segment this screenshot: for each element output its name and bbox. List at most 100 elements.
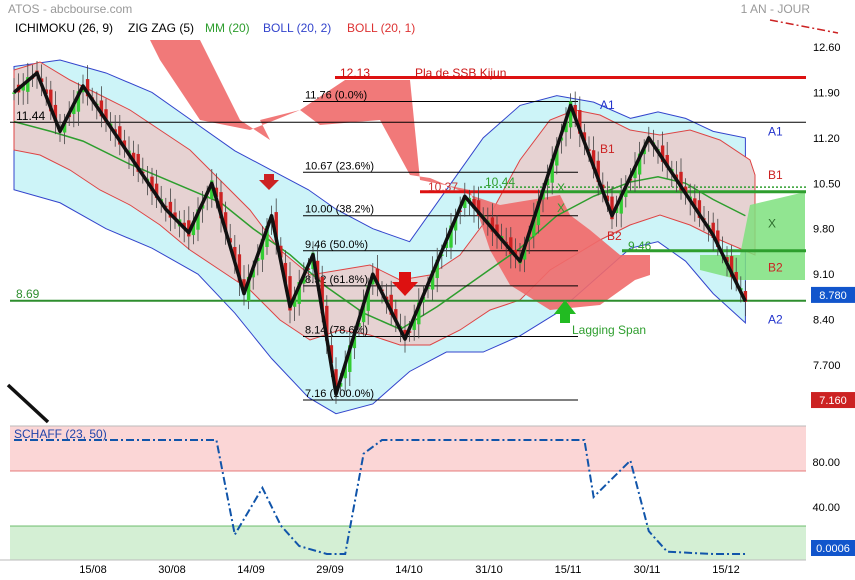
candle-body <box>729 256 734 277</box>
legend-bollinger-1: BOLL (20, 1) <box>347 21 415 35</box>
candle-body <box>366 285 370 311</box>
candle-body <box>435 259 439 279</box>
candle-body <box>251 269 255 278</box>
schaff-tick-80: 80.00 <box>812 457 840 469</box>
candle-body <box>412 316 416 330</box>
marker-x-1: X <box>557 181 565 195</box>
y-tick-label: 9.10 <box>813 269 834 281</box>
candle-body <box>242 279 246 293</box>
candle-body <box>453 217 458 231</box>
candle-body <box>637 153 642 175</box>
price-badge <box>811 286 855 303</box>
candle-body <box>352 334 357 349</box>
candle-body <box>210 180 214 199</box>
candle-body <box>513 249 518 256</box>
candle-body <box>283 262 288 283</box>
candle-body <box>596 160 600 182</box>
candle-body <box>614 207 619 214</box>
candle-body <box>26 77 30 92</box>
y-tick-label: 11.90 <box>813 87 840 99</box>
candle-body <box>679 171 683 191</box>
candle-body <box>315 260 320 280</box>
candle-body <box>697 200 702 218</box>
y-tick-label: 8.40 <box>813 315 834 327</box>
candle-body <box>223 212 228 232</box>
candle-body <box>122 140 127 148</box>
price-badges: 8.780 7.160 <box>811 286 855 409</box>
legend-zigzag: ZIG ZAG (5) <box>128 21 194 35</box>
trend-line <box>6 383 50 424</box>
candle-body <box>463 195 467 208</box>
candle-body <box>237 254 242 282</box>
candle-body <box>430 270 435 290</box>
candle-body <box>334 369 338 393</box>
candle-body <box>325 305 329 341</box>
horizontal-levels <box>10 76 806 302</box>
candle-body <box>279 245 283 258</box>
candle-body <box>633 166 637 179</box>
x-tick-label: 15/08 <box>79 564 107 576</box>
candle-body <box>246 276 251 302</box>
schaff-panel: SCHAFF (23, 50) 80.00 40.00 0.0006 <box>10 425 855 560</box>
price-badge <box>811 392 855 409</box>
schaff-line <box>14 439 746 555</box>
right-label-x: X <box>768 217 776 231</box>
chart-source: ATOS - abcbourse.com <box>8 2 132 16</box>
x-tick-label: 30/11 <box>634 564 661 576</box>
y-tick-label: 12.60 <box>813 42 841 54</box>
legend-bollinger-2: BOLL (20, 2) <box>263 21 331 35</box>
candle-body <box>214 187 219 197</box>
candle-body <box>472 198 476 209</box>
candle-body <box>389 294 393 315</box>
candle-body <box>219 192 223 219</box>
candle-body <box>582 132 587 141</box>
candle-body <box>610 196 614 220</box>
candle-body <box>545 178 550 186</box>
chart-period: 1 AN - JOUR <box>741 2 811 16</box>
fib-label: 10.00 (38.2%) <box>305 204 374 216</box>
candle-body <box>196 209 200 230</box>
sell-arrow-icon <box>392 272 418 296</box>
candle-body <box>403 329 407 339</box>
candle-body <box>711 222 715 238</box>
candle-body <box>444 241 449 248</box>
candle-body <box>619 192 623 214</box>
level-11-44: 11.44 <box>16 109 45 123</box>
price-badge-label: 8.780 <box>819 290 847 302</box>
right-label-b2: B2 <box>768 261 783 275</box>
schaff-title: SCHAFF (23, 50) <box>14 427 107 441</box>
indicator-legend: ICHIMOKU (26, 9) ZIG ZAG (5) MM (20) BOL… <box>15 21 415 35</box>
candle-body <box>131 152 136 163</box>
candle-body <box>568 101 573 128</box>
annotation-10-44: 10.44 <box>485 175 515 189</box>
y-tick-label: 7.700 <box>813 360 841 372</box>
candle-body <box>288 276 292 311</box>
candle-body <box>297 281 301 304</box>
candle-body <box>76 91 81 112</box>
candle-body <box>118 126 122 145</box>
price-plot: 11.76 (0.0%) 10.67 (23.6%) 10.00 (38.2%) 9.… <box>6 40 806 424</box>
candle-body <box>274 212 278 241</box>
price-badge-label: 7.160 <box>819 395 847 407</box>
date-axis: 15/08 30/08 14/09 29/09 14/10 31/10 15/11 30/11… <box>79 564 740 576</box>
candle-body <box>555 146 559 166</box>
fib-label: 11.76 (0.0%) <box>305 90 367 102</box>
candle-body <box>49 89 53 112</box>
candle-body <box>21 83 25 91</box>
candle-body <box>417 302 421 325</box>
schaff-value-badge <box>811 540 855 556</box>
x-tick-label: 14/10 <box>395 564 423 576</box>
candle-body <box>449 225 453 248</box>
candle-body <box>476 200 481 216</box>
candle-body <box>371 276 375 285</box>
candle-body <box>421 296 426 303</box>
sell-arrow-icon <box>259 174 279 190</box>
ssb-level-value: 12.13 <box>340 66 370 80</box>
candle-body <box>578 110 582 134</box>
candle-body <box>536 201 541 226</box>
candle-body <box>191 221 196 236</box>
candle-body <box>329 345 334 363</box>
legend-ma: MM (20) <box>205 21 250 35</box>
candle-body <box>85 79 90 97</box>
candle-body <box>136 153 140 172</box>
